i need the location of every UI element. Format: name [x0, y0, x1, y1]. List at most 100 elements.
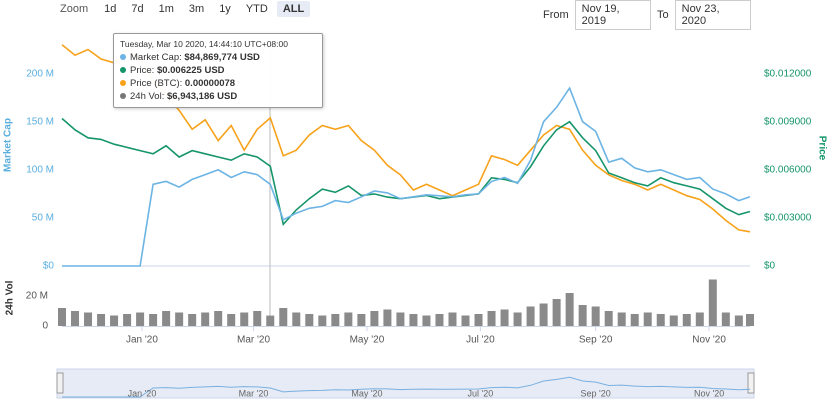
- volume-bar: [435, 314, 444, 326]
- volume-bar: [487, 311, 496, 326]
- tooltip-title: Tuesday, Mar 10 2020, 14:44:10 UTC+08:00: [120, 39, 288, 49]
- tooltip-row: 24h Vol: $6,943,186 USD: [120, 90, 316, 103]
- volume-bar: [58, 308, 66, 326]
- volume-bar: [331, 314, 340, 326]
- zoom-button[interactable]: 1d: [104, 3, 117, 15]
- volume-bar: [500, 309, 509, 326]
- navigator-handle[interactable]: [56, 372, 64, 394]
- volume-bar: [617, 312, 626, 326]
- volume-bar: [97, 314, 106, 326]
- navigator-tick-label: May '20: [351, 388, 382, 398]
- y2-tick-label: $0.006000: [764, 164, 812, 175]
- volume-bar: [84, 312, 93, 326]
- zoom-button[interactable]: 1m: [158, 3, 174, 15]
- tooltip-marker: [120, 80, 126, 86]
- volume-bar: [136, 312, 145, 326]
- from-range: From Nov 19, 2019: [543, 0, 651, 30]
- volume-bar: [578, 305, 587, 326]
- to-input[interactable]: Nov 23, 2020: [674, 0, 751, 30]
- volume-bar: [461, 315, 470, 326]
- volume-bar: [552, 299, 561, 326]
- volume-bar: [591, 306, 600, 326]
- tooltip-marker: [120, 54, 126, 60]
- tooltip-marker: [120, 93, 126, 99]
- volume-bar: [279, 308, 288, 326]
- zoom-button[interactable]: 7d: [131, 3, 144, 15]
- y-tick-label: $0: [43, 261, 55, 272]
- tooltip-label: Price:: [130, 65, 155, 76]
- y2-axis-title: Price: [816, 136, 827, 161]
- series-line: [62, 86, 751, 267]
- y2-tick-label: $0.009000: [764, 116, 812, 127]
- volume-bar: [110, 315, 119, 326]
- y-tick-label: 100 M: [26, 164, 54, 175]
- volume-bar: [721, 312, 730, 326]
- volume-bar: [630, 314, 639, 326]
- zoom-label: Zoom: [60, 3, 89, 15]
- x-tick-label: May '20: [350, 335, 385, 346]
- volume-bar: [656, 314, 665, 326]
- volume-bar: [695, 312, 704, 326]
- volume-bar: [746, 314, 754, 326]
- volume-bar: [396, 312, 405, 326]
- zoom-button[interactable]: YTD: [245, 3, 268, 15]
- zoom-button[interactable]: ALL: [276, 1, 311, 17]
- zoom-button[interactable]: 3m: [188, 3, 205, 15]
- volume-bar: [71, 311, 80, 326]
- navigator-handle[interactable]: [747, 372, 755, 394]
- volume-bar: [188, 314, 197, 326]
- volume-bar: [370, 311, 379, 326]
- navigator-tick-label: Sep '20: [581, 388, 611, 398]
- y-tick-label: 0: [42, 321, 48, 332]
- volume-bar: [318, 315, 327, 326]
- to-range: To Nov 23, 2020: [657, 0, 751, 30]
- tooltip-label: Market Cap:: [130, 52, 182, 63]
- volume-bar: [214, 311, 223, 326]
- x-tick-label: Mar '20: [237, 335, 270, 346]
- tooltip-row: Price (BTC): 0.00000078: [120, 77, 316, 90]
- y-tick-label: 150 M: [26, 116, 54, 127]
- volume-bar: [539, 303, 548, 326]
- navigator-line: [62, 376, 751, 398]
- volume-bar: [266, 315, 275, 326]
- volume-bar: [305, 314, 314, 326]
- y2-tick-label: $0.003000: [764, 213, 812, 224]
- volume-bar: [292, 312, 301, 326]
- from-input[interactable]: Nov 19, 2019: [574, 0, 651, 30]
- volume-axis-title: 24h Vol: [5, 280, 16, 315]
- volume-bar: [344, 312, 353, 326]
- tooltip-value: $6,943,186 USD: [166, 91, 238, 102]
- x-tick-label: Nov '20: [692, 335, 726, 346]
- volume-bar: [604, 311, 613, 326]
- volume-bar: [175, 312, 184, 326]
- volume-bar: [253, 311, 262, 326]
- volume-bar: [149, 314, 158, 326]
- navigator-tick-label: Nov '20: [694, 388, 724, 398]
- x-tick-label: Jan '20: [126, 335, 158, 346]
- from-label: From: [543, 9, 569, 21]
- volume-bar: [526, 306, 535, 326]
- tooltip-value: 0.00000078: [184, 78, 236, 89]
- volume-bar: [162, 311, 171, 326]
- tooltip-value: $0.006225 USD: [156, 65, 225, 76]
- volume-bar: [422, 315, 431, 326]
- volume-bar: [565, 293, 574, 326]
- zoom-bar: Zoom 1d 7d 1m 3m 1y YTD ALL: [60, 0, 313, 18]
- volume-bar: [123, 314, 132, 326]
- navigator-tick-label: Jul '20: [468, 388, 494, 398]
- to-label: To: [657, 9, 669, 21]
- navigator-tick-label: Mar '20: [239, 388, 269, 398]
- navigator-tick-label: Jan '20: [128, 388, 157, 398]
- zoom-button[interactable]: 1y: [219, 3, 231, 15]
- tooltip-marker: [120, 67, 126, 73]
- volume-bar: [682, 314, 691, 326]
- volume-bar: [643, 312, 652, 326]
- tooltip: Tuesday, Mar 10 2020, 14:44:10 UTC+08:00…: [113, 33, 323, 108]
- x-tick-label: Jul '20: [466, 335, 495, 346]
- y-tick-label: 20 M: [26, 291, 48, 302]
- navigator-mask[interactable]: [56, 368, 755, 399]
- tooltip-label: Price (BTC):: [130, 78, 183, 89]
- y2-tick-label: $0: [764, 261, 776, 272]
